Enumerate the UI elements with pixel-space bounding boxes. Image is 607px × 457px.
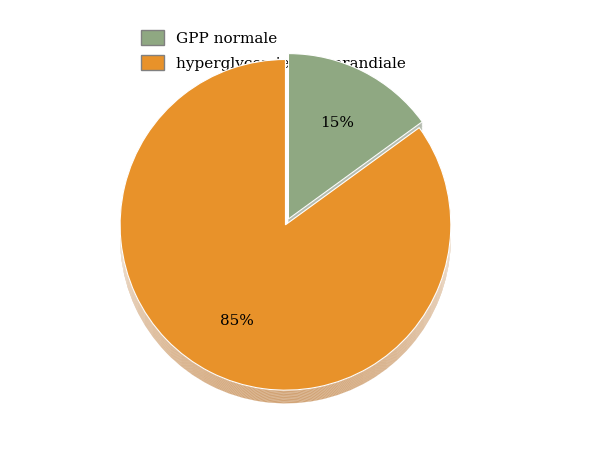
Wedge shape — [120, 70, 451, 400]
Wedge shape — [120, 72, 451, 403]
Wedge shape — [288, 58, 422, 223]
Wedge shape — [288, 62, 422, 227]
Wedge shape — [288, 67, 422, 232]
Wedge shape — [120, 61, 451, 392]
Wedge shape — [288, 63, 422, 228]
Wedge shape — [288, 64, 422, 229]
Wedge shape — [288, 65, 422, 231]
Wedge shape — [120, 60, 451, 391]
Wedge shape — [120, 68, 451, 398]
Wedge shape — [120, 65, 451, 396]
Wedge shape — [120, 63, 451, 393]
Wedge shape — [120, 63, 451, 394]
Wedge shape — [288, 55, 422, 220]
Wedge shape — [288, 61, 422, 226]
Wedge shape — [120, 59, 451, 390]
Wedge shape — [120, 67, 451, 398]
Wedge shape — [120, 69, 451, 400]
Wedge shape — [120, 66, 451, 397]
Wedge shape — [288, 66, 422, 231]
Wedge shape — [120, 64, 451, 394]
Wedge shape — [288, 57, 422, 223]
Wedge shape — [120, 73, 451, 404]
Wedge shape — [288, 64, 422, 230]
Wedge shape — [288, 53, 422, 219]
Wedge shape — [120, 70, 451, 401]
Wedge shape — [288, 57, 422, 222]
Wedge shape — [288, 59, 422, 224]
Wedge shape — [120, 71, 451, 402]
Wedge shape — [120, 68, 451, 399]
Wedge shape — [120, 62, 451, 393]
Text: 15%: 15% — [320, 116, 354, 130]
Text: 85%: 85% — [220, 314, 254, 328]
Wedge shape — [288, 60, 422, 226]
Wedge shape — [288, 59, 422, 225]
Wedge shape — [288, 54, 422, 220]
Legend: GPP normale, hyperglycemie post-prandiale: GPP normale, hyperglycemie post-prandial… — [135, 23, 412, 77]
Wedge shape — [120, 64, 451, 395]
Wedge shape — [288, 63, 422, 228]
Wedge shape — [288, 56, 422, 221]
